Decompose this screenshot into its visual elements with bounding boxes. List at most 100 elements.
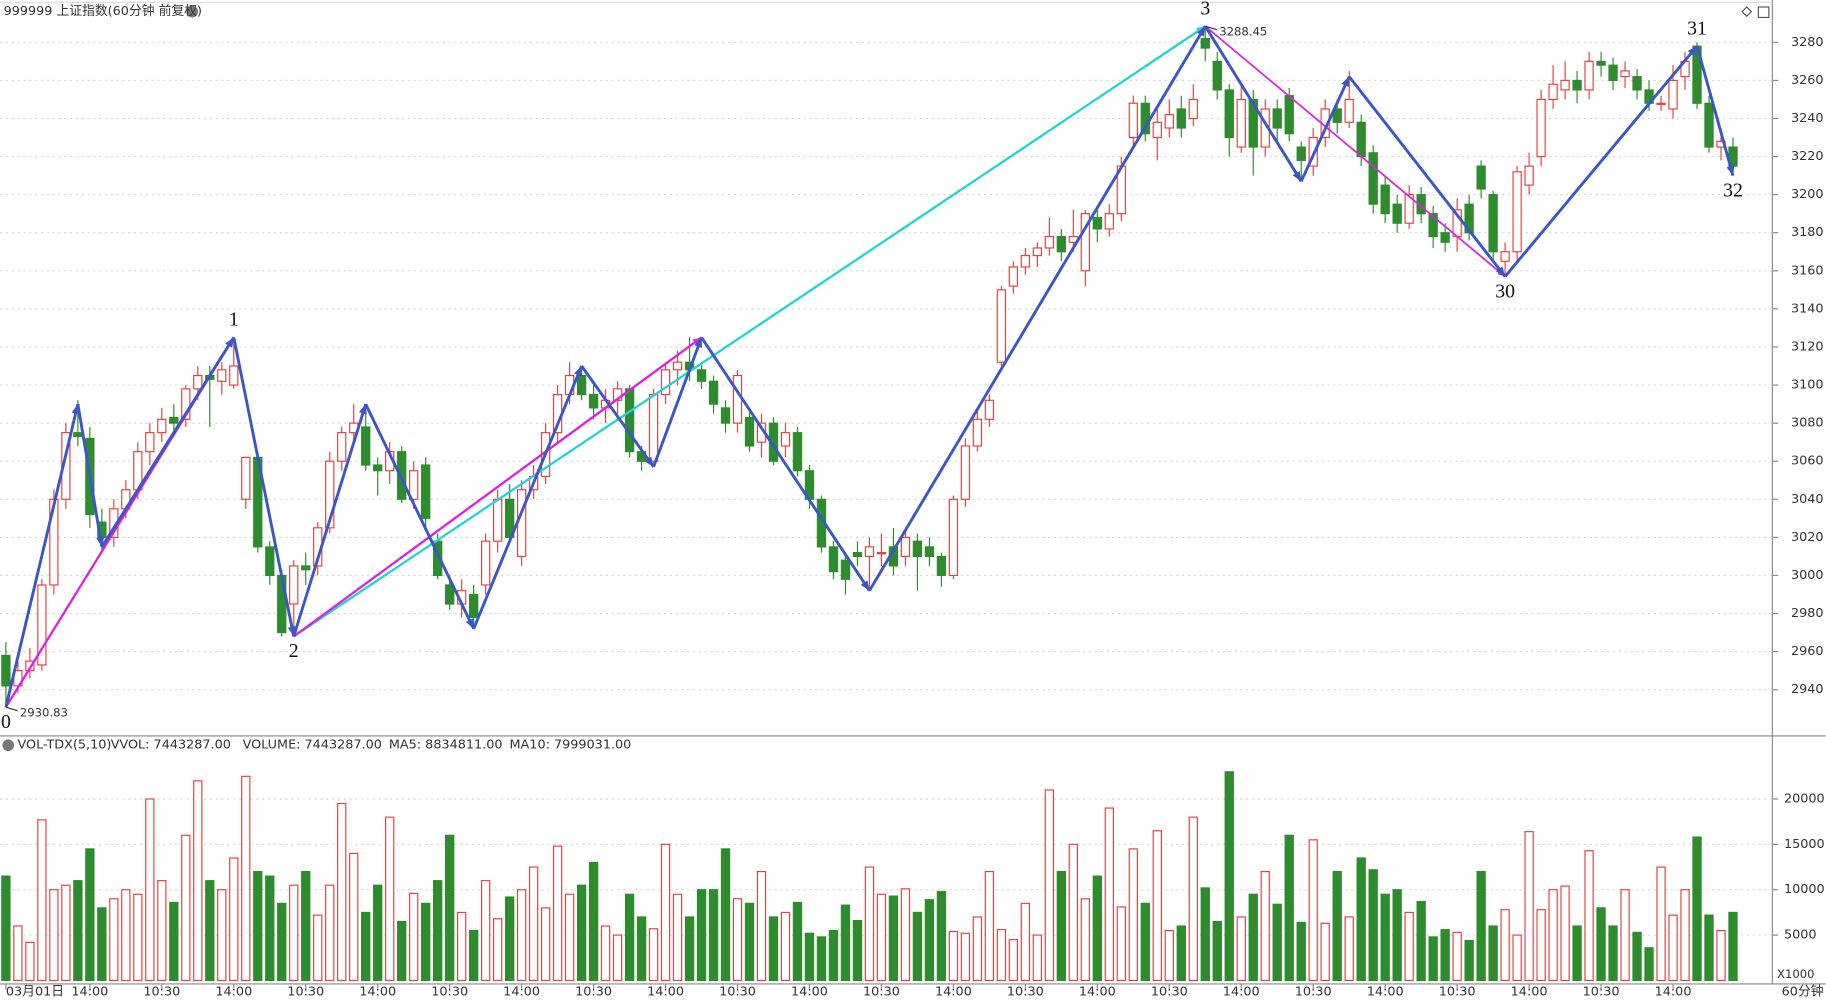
candle-body	[421, 464, 431, 519]
candle-body	[1476, 165, 1486, 190]
volume-bar	[1404, 911, 1414, 982]
candle-body	[409, 470, 419, 500]
toolbar-icon[interactable]	[1741, 6, 1753, 18]
x-tick-label: 14:00	[647, 985, 684, 1000]
volume-bar	[73, 880, 83, 982]
y-tick-label: 3000	[1791, 568, 1824, 583]
volume-bar	[301, 871, 311, 982]
candle-body	[1392, 203, 1402, 224]
candle-body	[1560, 79, 1570, 91]
wave-line	[76, 403, 104, 548]
indicator-name: VOL-TDX(5,10)	[18, 738, 112, 753]
volume-bar	[816, 936, 827, 982]
y-tick-label: 3020	[1791, 530, 1824, 545]
x-tick-label: 10:30	[1007, 985, 1044, 1000]
volume-bar	[1068, 843, 1079, 982]
volume-bar	[1428, 936, 1438, 982]
candle-body	[1620, 70, 1630, 78]
wave-arrow	[1687, 46, 1698, 57]
volume-bar	[612, 934, 623, 982]
candle-body	[1512, 171, 1522, 253]
wave-arrow	[1726, 165, 1735, 176]
candle-body	[1536, 98, 1546, 158]
candle-body	[1524, 165, 1534, 186]
candle-body	[864, 546, 875, 557]
volume-bar	[433, 880, 443, 982]
volume-bar	[1560, 885, 1570, 982]
wave-arrow	[1196, 26, 1206, 37]
volume-bar	[457, 911, 467, 982]
candle-body	[1152, 121, 1162, 139]
volume-bar	[1296, 921, 1306, 982]
volume-bar	[1140, 902, 1150, 982]
candle-body	[1092, 216, 1102, 230]
volume-bar	[684, 916, 695, 982]
volume-bar	[1332, 871, 1342, 982]
candle-body	[1056, 235, 1067, 253]
volume-bar	[492, 918, 503, 982]
volume-bar	[1596, 907, 1606, 982]
x-tick-label: 10:30	[1583, 985, 1620, 1000]
candle-body	[900, 536, 911, 557]
volume-bar	[385, 816, 395, 982]
candle-body	[1080, 213, 1090, 272]
volume-unit: X1000	[1777, 967, 1815, 981]
candle-body	[229, 365, 239, 386]
candle-body	[1380, 184, 1390, 215]
volume-bar	[924, 899, 935, 982]
volume-bar	[373, 884, 383, 982]
candle-body	[169, 416, 179, 424]
candle-body	[984, 399, 995, 420]
volume-bar	[600, 925, 611, 982]
menu-icon[interactable]	[2, 739, 15, 752]
volume-bar	[1548, 889, 1558, 982]
volume-bar	[1104, 807, 1114, 982]
x-tick-label: 14:00	[791, 985, 828, 1000]
volume-bar	[1692, 836, 1702, 982]
volume-bar	[133, 893, 143, 982]
y-tick-label: 3140	[1791, 301, 1824, 316]
volume-bar	[1176, 925, 1186, 982]
candle-body	[960, 445, 971, 500]
candle-body	[648, 393, 659, 462]
candle-body	[1188, 98, 1198, 120]
candle-body	[972, 418, 983, 447]
candle-body	[1344, 98, 1354, 123]
x-tick-label: 10:30	[431, 985, 468, 1000]
toolbar-icon[interactable]	[1757, 6, 1770, 19]
volume-bar	[1032, 934, 1043, 982]
volume-bar	[1128, 848, 1138, 982]
x-tick-label: 14:00	[71, 985, 108, 1000]
candle-body	[217, 369, 227, 382]
indicator-value: MA5: 8834811.00	[389, 738, 503, 753]
candle-body	[828, 546, 839, 573]
volume-bar	[1, 875, 11, 982]
volume-bar	[1716, 929, 1726, 982]
candle-body	[1236, 98, 1246, 148]
volume-bar	[1308, 839, 1318, 982]
candle-body	[1428, 213, 1438, 238]
pivot-label: 0	[1, 711, 11, 733]
volume-bar	[876, 893, 887, 982]
volume-bar	[1656, 866, 1666, 982]
volume-bar	[97, 907, 107, 982]
volume-bar	[828, 929, 839, 982]
wave-arrow	[860, 580, 870, 591]
candle-body	[1104, 213, 1114, 230]
candle-body	[1, 654, 11, 687]
candle-body	[924, 546, 935, 557]
menu-icon[interactable]	[186, 5, 199, 18]
volume-bar	[624, 893, 635, 982]
volume-bar	[1344, 916, 1354, 982]
volume-bar	[1704, 914, 1714, 982]
volume-bar	[1584, 850, 1594, 982]
volume-bar	[516, 889, 527, 982]
wave-line	[700, 336, 871, 592]
volume-bar	[1272, 903, 1282, 982]
volume-bar	[768, 916, 779, 982]
wave-line	[868, 25, 1207, 592]
wave-line	[292, 403, 368, 637]
volume-bar	[349, 852, 359, 982]
candle-body	[696, 369, 707, 382]
